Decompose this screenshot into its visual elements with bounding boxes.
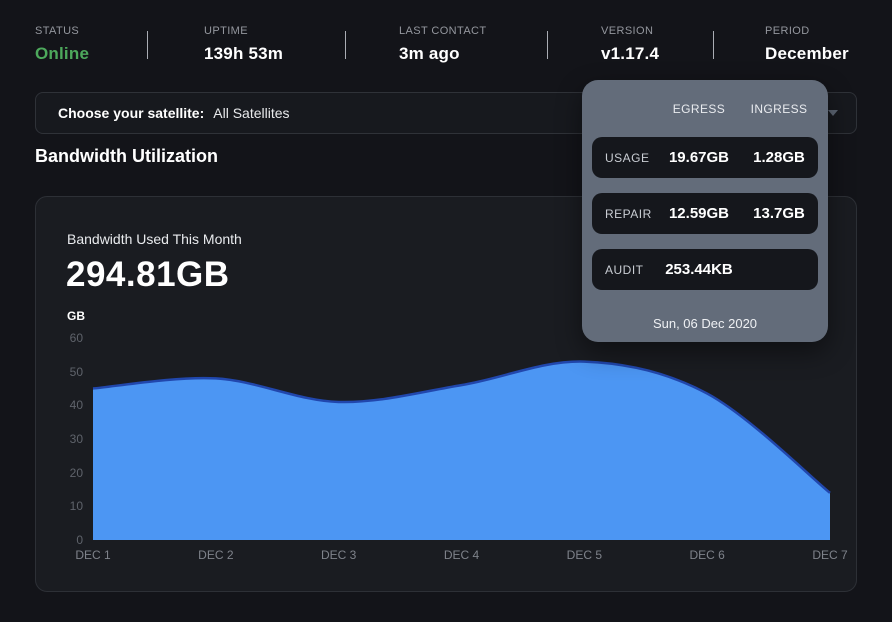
stat-last-contact: LAST CONTACT 3m ago (399, 25, 487, 64)
repair-ingress-value: 13.7GB (753, 205, 805, 222)
egress-column-header: EGRESS (672, 101, 726, 116)
usage-ingress-value: 1.28GB (753, 149, 805, 166)
stat-divider (713, 31, 714, 59)
stat-uptime: UPTIME 139h 53m (204, 25, 283, 64)
y-axis: 0 10 20 30 40 50 60 (36, 331, 83, 547)
bandwidth-total: 294.81GB (66, 255, 230, 294)
y-tick-label: 10 (69, 499, 83, 514)
bandwidth-area-chart[interactable] (92, 338, 831, 540)
area-chart-svg[interactable] (92, 338, 831, 540)
x-tick-label: DEC 4 (443, 548, 480, 562)
tooltip-row-usage: USAGE 19.67GB 1.28GB (592, 137, 818, 178)
usage-label: USAGE (605, 150, 650, 165)
stat-divider (547, 31, 548, 59)
status-badge: Online (35, 44, 90, 63)
x-tick-label: DEC 3 (320, 548, 357, 562)
repair-label: REPAIR (605, 206, 652, 221)
bandwidth-line (92, 360, 831, 494)
stat-divider (147, 31, 148, 59)
x-tick-label: DEC 6 (689, 548, 725, 562)
x-axis: DEC 1 DEC 2 DEC 3 DEC 4 DEC 5 DEC 6 DEC 7 (75, 548, 847, 564)
bandwidth-area-fill (93, 361, 830, 540)
satellite-selected-value: All Satellites (213, 105, 290, 121)
stat-last-contact-value: 3m ago (399, 44, 460, 63)
chart-tooltip: EGRESS INGRESS USAGE 19.67GB 1.28GB REPA… (582, 80, 828, 342)
tooltip-header: EGRESS INGRESS (592, 80, 818, 137)
audit-egress-value: 253.44KB (665, 261, 733, 278)
stat-divider (345, 31, 346, 59)
stat-last-contact-label: LAST CONTACT (399, 25, 487, 37)
page-title: Bandwidth Utilization (35, 146, 218, 166)
stat-uptime-value: 139h 53m (204, 44, 284, 63)
stat-uptime-label: UPTIME (204, 25, 248, 37)
tooltip-row-audit: AUDIT 253.44KB (592, 249, 818, 290)
audit-label: AUDIT (605, 262, 644, 277)
stat-version-label: VERSION (601, 25, 654, 37)
stat-period-label: PERIOD (765, 25, 810, 37)
stat-version: VERSION v1.17.4 (601, 25, 659, 64)
stat-period-value: December (765, 44, 849, 63)
y-tick-label: 30 (69, 432, 83, 446)
stat-status-label: STATUS (35, 25, 80, 37)
chevron-down-icon[interactable] (828, 110, 838, 116)
stat-status: STATUS Online (35, 25, 89, 64)
y-tick-label: 50 (69, 364, 83, 379)
y-tick-label: 20 (69, 465, 83, 480)
y-tick-label: 60 (69, 331, 83, 345)
x-tick-label: DEC 1 (75, 548, 111, 562)
usage-egress-value: 19.67GB (668, 149, 730, 166)
x-tick-label: DEC 7 (812, 548, 848, 562)
stat-version-value: v1.17.4 (601, 44, 660, 63)
y-axis-unit: GB (67, 309, 85, 323)
x-tick-label: DEC 5 (566, 548, 602, 562)
y-tick-label: 0 (76, 533, 83, 547)
satellite-dropdown-label: Choose your satellite: (58, 105, 205, 121)
x-tick-label: DEC 2 (198, 548, 234, 562)
ingress-column-header: INGRESS (750, 101, 808, 116)
y-tick-label: 40 (69, 398, 83, 413)
tooltip-row-repair: REPAIR 12.59GB 13.7GB (592, 193, 818, 234)
repair-egress-value: 12.59GB (668, 205, 730, 222)
stat-period: PERIOD December (765, 25, 849, 64)
card-title: Bandwidth Used This Month (67, 231, 242, 247)
tooltip-date: Sun, 06 Dec 2020 (652, 316, 758, 331)
